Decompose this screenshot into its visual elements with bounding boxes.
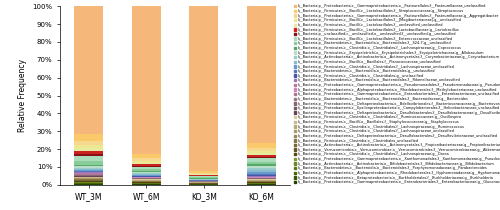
Bar [247,181,276,182]
Bar [132,173,160,174]
Bar [190,175,218,176]
Bar [74,170,103,171]
Bar [74,184,103,185]
Bar [247,175,276,176]
Bar [190,176,218,177]
Bar [74,145,103,148]
Bar [74,134,103,141]
Bar [74,180,103,181]
Bar [247,170,276,172]
Bar [132,175,160,176]
Bar [132,167,160,169]
Bar [132,171,160,172]
Bar [74,178,103,179]
Bar [74,165,103,166]
Bar [247,143,276,148]
Bar [247,151,276,153]
Bar [74,169,103,170]
Bar [132,161,160,163]
Bar [132,6,160,154]
Bar [247,176,276,177]
Bar [190,179,218,180]
Bar [247,165,276,168]
Legend: k__Bacteria;p__Proteobacteria;c__Gammaproteobacteria;o__Pasteurellales;f__Pasteu: k__Bacteria;p__Proteobacteria;c__Gammapr… [294,4,500,184]
Bar [74,176,103,177]
Bar [190,174,218,175]
Bar [132,154,160,158]
Bar [132,166,160,167]
Bar [74,166,103,168]
Bar [190,6,218,171]
Bar [74,173,103,174]
Bar [190,173,218,174]
Bar [74,172,103,173]
Bar [247,157,276,158]
Bar [74,156,103,161]
Bar [132,180,160,181]
Bar [74,182,103,183]
Bar [132,163,160,164]
Y-axis label: Relative Frequency: Relative Frequency [18,59,26,132]
Bar [74,175,103,176]
Bar [132,174,160,175]
Bar [247,148,276,151]
Bar [247,158,276,162]
Bar [247,155,276,157]
Bar [132,182,160,183]
Bar [74,151,103,154]
Bar [247,164,276,165]
Bar [74,148,103,151]
Bar [247,180,276,181]
Bar [190,171,218,173]
Bar [190,178,218,179]
Bar [132,164,160,166]
Bar [247,172,276,174]
Bar [74,179,103,180]
Bar [132,177,160,178]
Bar [247,174,276,175]
Bar [247,153,276,155]
Bar [74,171,103,172]
Bar [74,181,103,182]
Bar [74,161,103,165]
Bar [247,183,276,184]
Bar [247,168,276,170]
Bar [74,6,103,134]
Bar [74,177,103,178]
Bar [74,141,103,145]
Bar [132,158,160,161]
Bar [132,179,160,180]
Bar [74,183,103,184]
Bar [247,177,276,178]
Bar [132,172,160,173]
Bar [132,183,160,184]
Bar [74,168,103,169]
Bar [247,178,276,179]
Bar [132,184,160,185]
Bar [74,154,103,156]
Bar [247,6,276,143]
Bar [247,182,276,183]
Bar [132,169,160,171]
Bar [190,177,218,178]
Bar [247,184,276,185]
Bar [132,176,160,177]
Bar [247,179,276,180]
Bar [132,181,160,182]
Bar [132,178,160,179]
Bar [74,174,103,175]
Bar [247,162,276,164]
